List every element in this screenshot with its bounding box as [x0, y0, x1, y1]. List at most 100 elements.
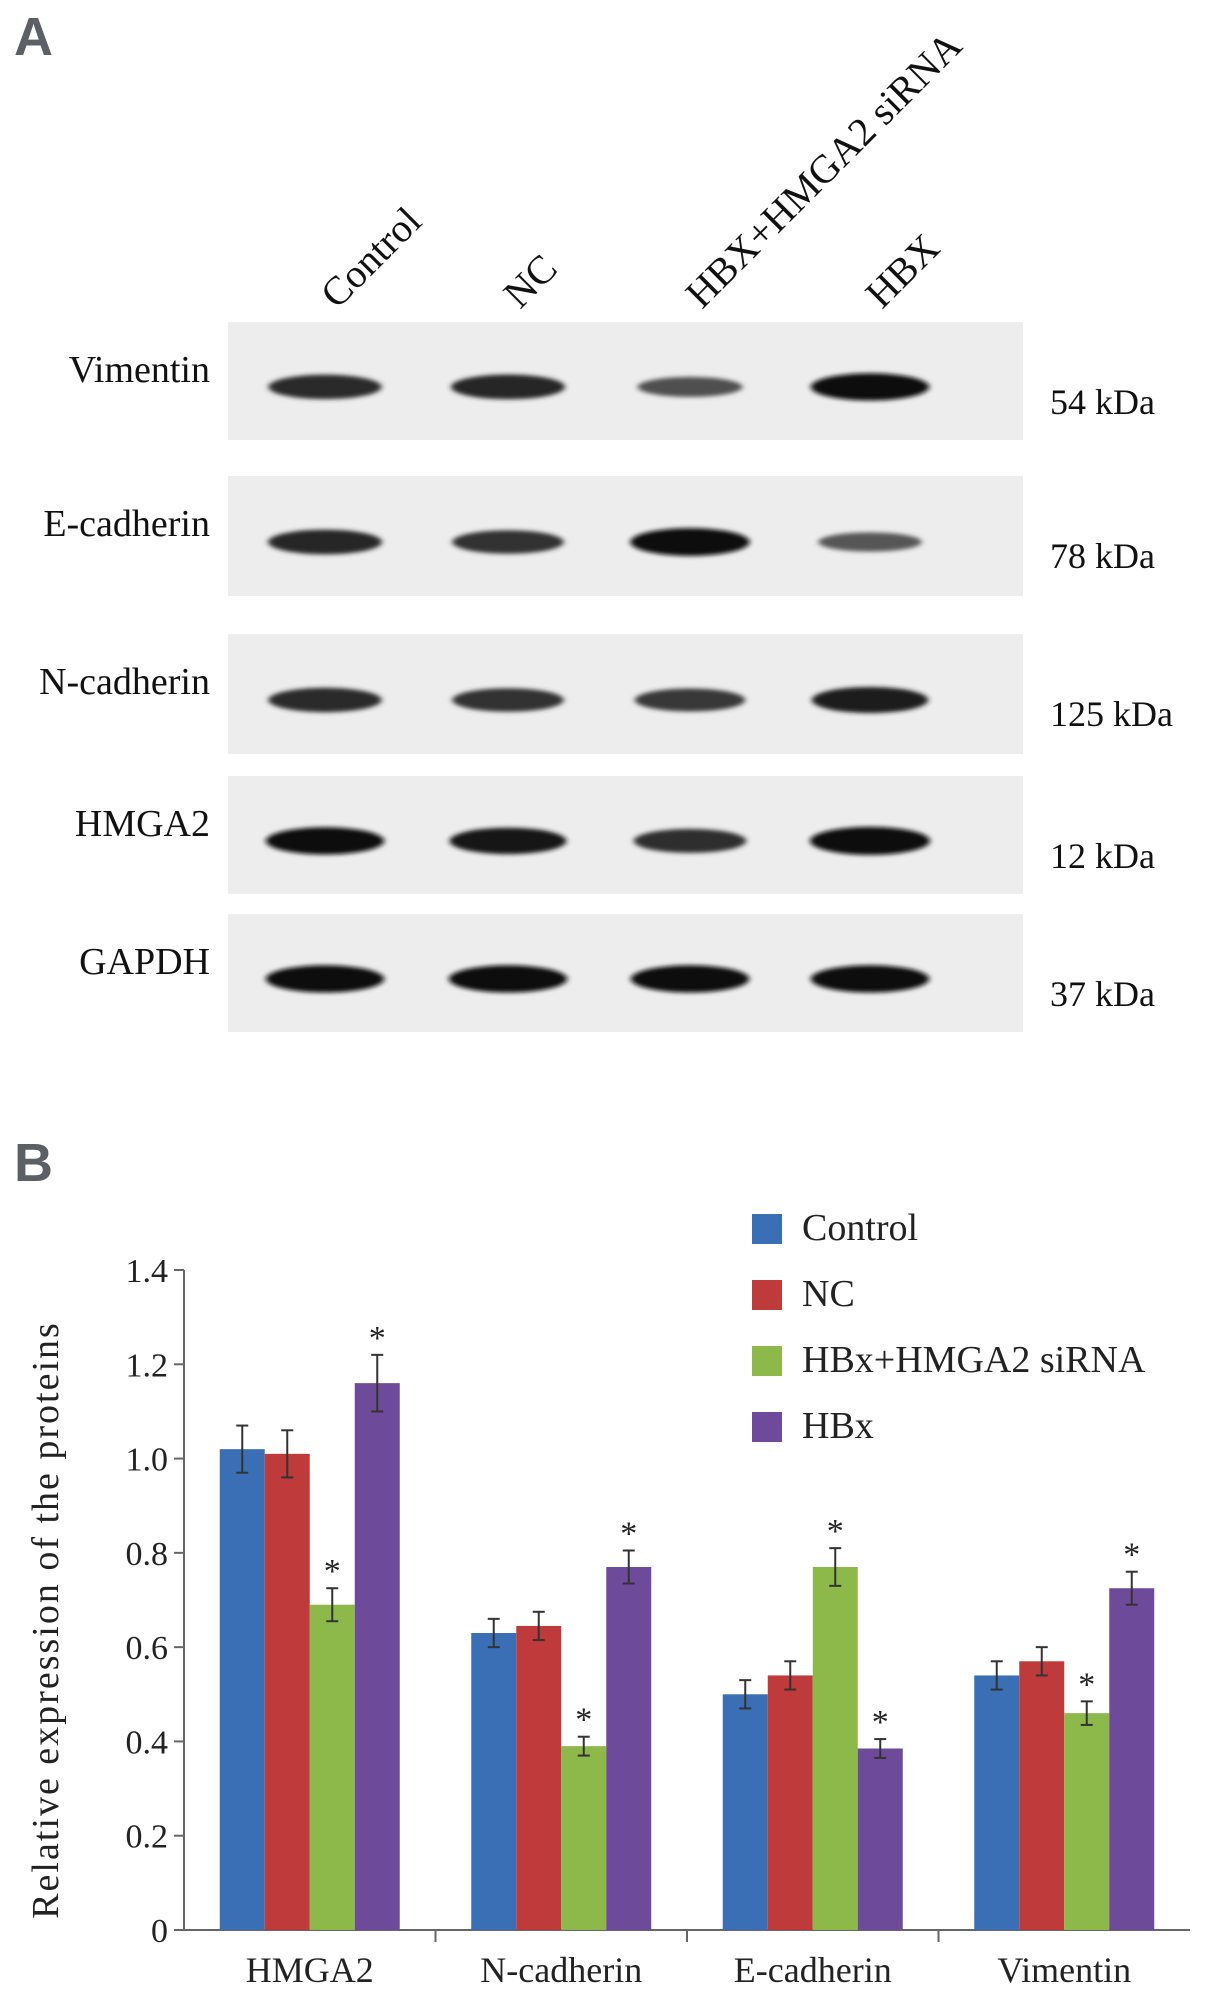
- blot-row-gapdh: GAPDH 37 kDa: [79, 914, 1155, 1032]
- band-hmga2-hbx-hmga2-sirna: [633, 828, 747, 853]
- band-e-cadherin-nc: [452, 530, 564, 554]
- y-tick-label: 0.2: [126, 1819, 169, 1856]
- band-n-cadherin-control: [268, 687, 382, 713]
- legend-label-hbx: HBx: [802, 1405, 874, 1447]
- band-gapdh-hbx-hmga2-sirna: [630, 965, 750, 993]
- significance-star: *: [827, 1513, 844, 1550]
- error-bar-hbx-e-cadherin: [874, 1738, 887, 1759]
- error-bar-hbx-hmga2-sirna-e-cadherin: [829, 1547, 842, 1587]
- band-gapdh-control: [265, 965, 385, 993]
- legend-swatch-control: [752, 1214, 782, 1244]
- panel-b-label: B: [14, 1133, 53, 1193]
- bar-hbx-n-cadherin: [606, 1567, 652, 1930]
- protein-label-hmga2: HMGA2: [75, 803, 210, 845]
- band-gapdh-hbx: [810, 965, 930, 993]
- blot-row-n-cadherin: N-cadherin 125 kDa: [39, 634, 1173, 754]
- legend-swatch-hbx: [752, 1412, 782, 1442]
- bar-nc-e-cadherin: [767, 1675, 813, 1930]
- band-e-cadherin-hbx: [818, 532, 922, 552]
- significance-star: *: [369, 1320, 386, 1357]
- bar-control-vimentin: [974, 1675, 1020, 1930]
- y-tick-label: 0: [151, 1913, 168, 1950]
- size-label-vimentin: 54 kDa: [1050, 382, 1155, 422]
- y-tick-label: 1.4: [126, 1253, 169, 1290]
- bar-chart: 0 0.2 0.4 0.6 0.8 1.0 1.2 1.4 Relative expressio…: [25, 1207, 1190, 1990]
- error-bar-hbx-vimentin: [1125, 1570, 1138, 1606]
- bar-nc-n-cadherin: [516, 1625, 562, 1930]
- bar-nc-hmga2: [264, 1453, 310, 1930]
- significance-star: *: [575, 1702, 592, 1739]
- y-tick-label: 1.2: [126, 1347, 169, 1384]
- panel-a-label: A: [14, 7, 53, 67]
- error-bar-hbx-hmga2-sirna-n-cadherin: [577, 1735, 590, 1757]
- protein-label-e-cadherin: E-cadherin: [43, 503, 210, 545]
- error-bar-control-hmga2: [236, 1424, 249, 1474]
- bar-control-n-cadherin: [471, 1633, 517, 1930]
- legend-label-hbx-hmga2-sirna: HBx+HMGA2 siRNA: [802, 1339, 1146, 1381]
- lane-label-control: Control: [312, 198, 430, 316]
- size-label-n-cadherin: 125 kDa: [1050, 694, 1173, 734]
- protein-label-n-cadherin: N-cadherin: [39, 661, 210, 703]
- x-tick-label-hmga2: HMGA2: [246, 1950, 374, 1990]
- lane-label-hbx: HBX: [857, 225, 949, 317]
- error-bar-hbx-n-cadherin: [622, 1549, 635, 1585]
- error-bar-control-vimentin: [990, 1660, 1003, 1691]
- error-bar-nc-vimentin: [1035, 1646, 1048, 1677]
- error-bar-nc-hmga2: [281, 1429, 294, 1479]
- bar-nc-vimentin: [1019, 1661, 1065, 1930]
- bar-hbx-hmga2-sirna-e-cadherin: [812, 1567, 858, 1930]
- bar-control-e-cadherin: [722, 1694, 768, 1930]
- bar-control-hmga2: [219, 1449, 265, 1930]
- legend-label-nc: NC: [802, 1273, 855, 1315]
- band-n-cadherin-hbx: [811, 686, 929, 714]
- error-bar-hbx-hmga2-sirna-vimentin: [1080, 1700, 1093, 1726]
- band-gapdh-nc: [448, 965, 568, 993]
- band-hmga2-nc: [449, 827, 567, 855]
- band-vimentin-hbx: [810, 373, 930, 401]
- error-bar-nc-n-cadherin: [532, 1610, 545, 1642]
- protein-label-vimentin: Vimentin: [69, 349, 210, 391]
- y-tick-label: 0.6: [126, 1630, 169, 1667]
- significance-star: *: [1123, 1537, 1140, 1574]
- error-bar-nc-e-cadherin: [784, 1660, 797, 1691]
- band-vimentin-hbx-hmga2-sirna: [637, 376, 743, 397]
- error-bar-hbx-hmga2-sirna-hmga2: [326, 1587, 339, 1623]
- x-tick-label-vimentin: Vimentin: [997, 1950, 1131, 1990]
- legend-swatch-hbx-hmga2-sirna: [752, 1346, 782, 1376]
- size-label-e-cadherin: 78 kDa: [1050, 536, 1155, 576]
- band-hmga2-hbx: [810, 826, 930, 855]
- y-tick-label: 0.4: [126, 1724, 169, 1761]
- y-tick-label: 0.8: [126, 1536, 169, 1573]
- blot-row-hmga2: HMGA2 12 kDa: [75, 776, 1155, 894]
- band-e-cadherin-control: [268, 529, 382, 555]
- y-tick-label: 1.0: [126, 1442, 169, 1479]
- bar-hbx-hmga2: [354, 1383, 400, 1930]
- significance-star: *: [324, 1553, 341, 1590]
- x-tick-label-e-cadherin: E-cadherin: [734, 1950, 892, 1990]
- lane-label-nc: NC: [495, 245, 566, 316]
- bar-hbx-hmga2-sirna-n-cadherin: [561, 1746, 607, 1930]
- band-n-cadherin-nc: [452, 688, 564, 712]
- size-label-hmga2: 12 kDa: [1050, 836, 1155, 876]
- error-bar-hbx-hmga2: [371, 1353, 384, 1413]
- significance-star: *: [1078, 1666, 1095, 1703]
- band-hmga2-control: [265, 827, 385, 855]
- x-tick-label-n-cadherin: N-cadherin: [480, 1950, 642, 1990]
- legend-label-control: Control: [802, 1207, 918, 1249]
- legend-swatch-nc: [752, 1280, 782, 1310]
- bar-hbx-hmga2-sirna-hmga2: [309, 1604, 355, 1930]
- significance-star: *: [872, 1704, 889, 1741]
- blot-row-e-cadherin: E-cadherin 78 kDa: [43, 476, 1155, 596]
- band-e-cadherin-hbx-hmga2-sirna: [630, 528, 750, 556]
- band-vimentin-control: [268, 374, 382, 400]
- band-n-cadherin-hbx-hmga2-sirna: [634, 688, 746, 712]
- error-bar-control-n-cadherin: [487, 1617, 500, 1649]
- blot-row-vimentin: Vimentin 54 kDa: [69, 322, 1155, 440]
- y-axis-label: Relative expression of the proteins: [25, 1321, 67, 1919]
- error-bar-control-e-cadherin: [739, 1679, 752, 1710]
- protein-label-gapdh: GAPDH: [79, 941, 210, 983]
- bar-hbx-vimentin: [1109, 1588, 1155, 1930]
- bar-hbx-hmga2-sirna-vimentin: [1064, 1713, 1110, 1930]
- bar-hbx-e-cadherin: [857, 1748, 903, 1930]
